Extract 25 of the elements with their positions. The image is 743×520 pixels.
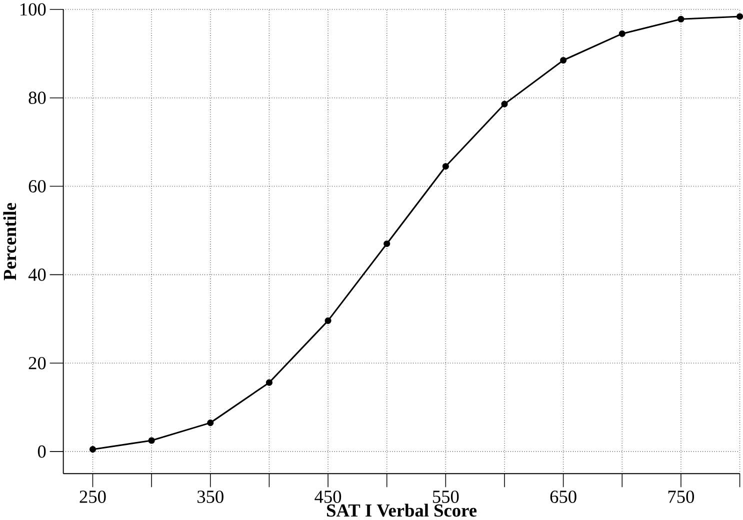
point — [148, 437, 155, 444]
point — [501, 100, 508, 108]
point — [442, 163, 449, 170]
point — [324, 317, 332, 324]
point — [207, 420, 214, 426]
y-tick-label: 0 — [38, 445, 46, 458]
y-tick-label: 60 — [28, 180, 46, 192]
point — [618, 30, 626, 37]
x-tick-label: 550 — [432, 490, 459, 503]
point — [678, 16, 684, 22]
y-tick-label: 40 — [28, 268, 46, 281]
point — [266, 379, 272, 386]
y-tick-label: 20 — [28, 356, 46, 370]
x-tick-label: 450 — [314, 490, 342, 503]
x-tick-label: 350 — [198, 490, 224, 503]
x-tick-label: 250 — [80, 490, 106, 503]
y-axis-title: Percentile — [3, 202, 16, 280]
point — [89, 446, 96, 453]
point — [384, 240, 390, 248]
x-tick-label: 650 — [550, 490, 576, 503]
x-tick-label: 750 — [668, 490, 694, 503]
y-tick-label: 80 — [28, 92, 46, 104]
x-axis-title: SAT I Verbal Score — [327, 504, 477, 517]
y-tick-label: 100 — [20, 3, 46, 16]
point — [560, 56, 567, 64]
